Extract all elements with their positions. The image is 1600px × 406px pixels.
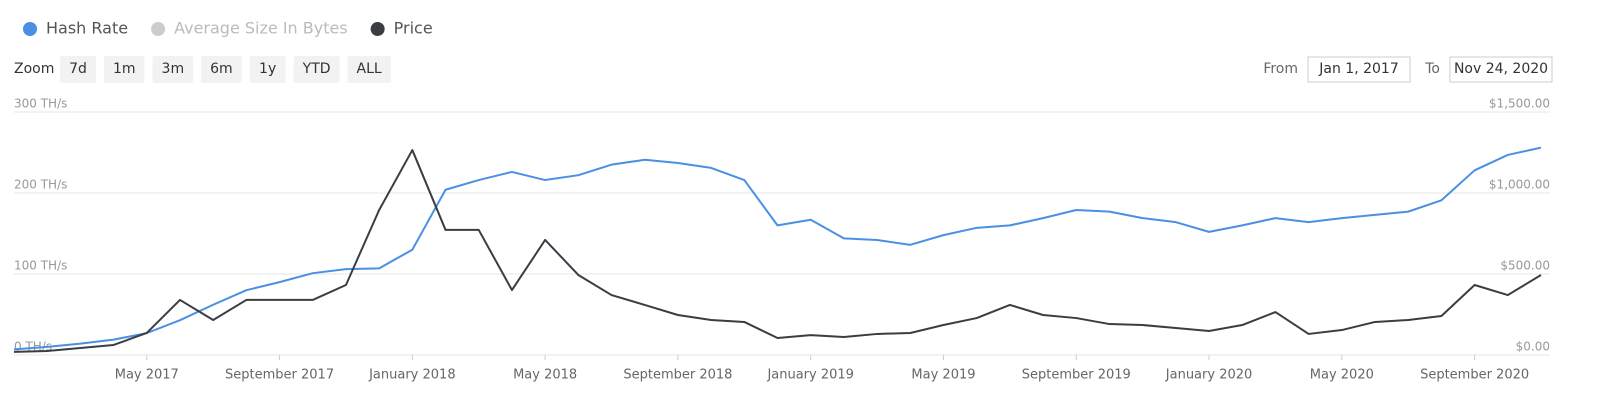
x-tick-label: January 2018 (368, 368, 456, 383)
legend-marker[interactable] (23, 22, 37, 36)
y-tick-label: 100 TH/s (14, 259, 67, 273)
y2-tick-label: $0.00 (1516, 340, 1550, 354)
series-line (13, 149, 1542, 353)
x-tick-label: May 2020 (1310, 368, 1374, 383)
series-line (13, 146, 1542, 351)
zoom-button-label[interactable]: 1m (113, 61, 136, 77)
zoom-button[interactable] (60, 56, 96, 83)
x-tick-label: September 2019 (1022, 368, 1131, 383)
zoom-button[interactable] (249, 56, 286, 83)
from-value[interactable]: Jan 1, 2017 (1318, 61, 1398, 77)
x-tick-label: May 2018 (513, 368, 577, 383)
to-label: To (1424, 61, 1440, 77)
zoom-button[interactable] (201, 56, 242, 83)
legend-marker[interactable] (151, 22, 166, 36)
zoom-label: Zoom (14, 61, 54, 77)
to-value[interactable]: Nov 24, 2020 (1454, 61, 1548, 77)
x-tick-label: January 2020 (1165, 368, 1253, 383)
y2-tick-label: $500.00 (1500, 259, 1550, 273)
legend-label[interactable]: Average Size In Bytes (174, 19, 348, 38)
zoom-button[interactable] (104, 56, 145, 83)
zoom-button-label[interactable]: 7d (69, 61, 87, 77)
legend-label[interactable]: Hash Rate (46, 19, 128, 38)
legend-label[interactable]: Price (394, 19, 433, 38)
y-tick-label: 200 TH/s (14, 178, 67, 192)
y-tick-label: 300 TH/s (14, 97, 67, 111)
x-tick-label: May 2017 (115, 368, 179, 383)
zoom-button[interactable] (293, 56, 340, 83)
x-tick-label: September 2020 (1420, 368, 1529, 383)
zoom-button-label[interactable]: YTD (302, 61, 331, 77)
from-input[interactable] (1307, 56, 1411, 83)
legend-marker[interactable] (370, 22, 385, 36)
zoom-button[interactable] (347, 56, 391, 83)
x-tick-label: September 2018 (623, 368, 732, 383)
to-input[interactable] (1449, 56, 1553, 83)
zoom-button-label[interactable]: 6m (210, 61, 233, 77)
zoom-button-label[interactable]: 1y (259, 61, 276, 77)
y-tick-label: 0 TH/s (14, 340, 52, 354)
zoom-button-label[interactable]: ALL (357, 61, 382, 77)
y2-tick-label: $1,500.00 (1489, 97, 1550, 111)
x-tick-label: January 2019 (766, 368, 854, 383)
y2-tick-label: $1,000.00 (1489, 178, 1550, 192)
zoom-button-label[interactable]: 3m (162, 61, 185, 77)
zoom-button[interactable] (152, 56, 194, 83)
x-tick-label: May 2019 (911, 368, 975, 383)
from-label: From (1263, 61, 1298, 77)
x-tick-label: September 2017 (225, 368, 334, 383)
